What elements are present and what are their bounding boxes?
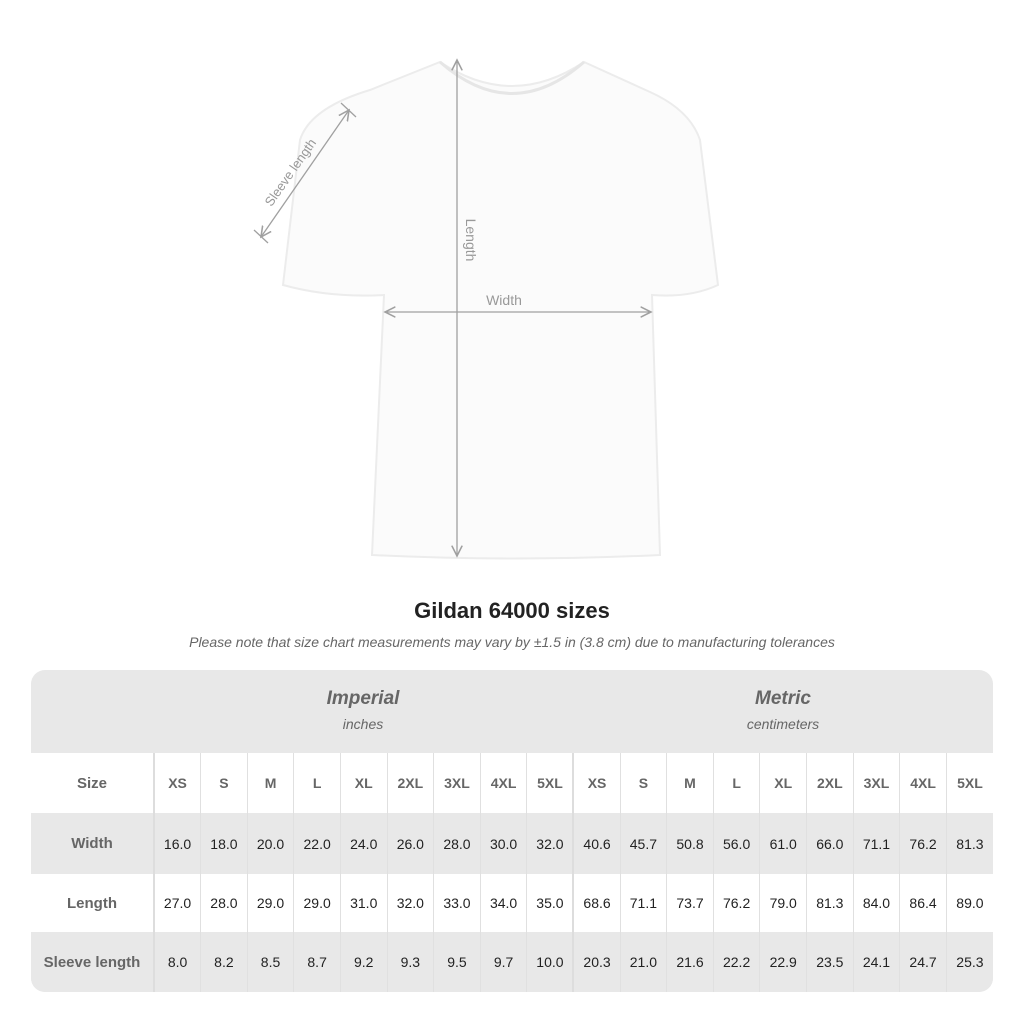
imperial-value: 27.0	[153, 874, 201, 932]
imperial-size-L: L	[293, 753, 341, 813]
metric-value: 86.4	[899, 874, 947, 932]
metric-value: 71.1	[619, 874, 667, 932]
row-label: Length	[31, 874, 155, 932]
imperial-value: 20.0	[246, 813, 294, 874]
row-label: Sleeve length	[31, 932, 155, 992]
metric-size-L: L	[712, 753, 760, 813]
metric-value: 24.7	[899, 932, 947, 992]
metric-size-M: M	[666, 753, 714, 813]
metric-value: 71.1	[852, 813, 900, 874]
metric-size-5XL: 5XL	[945, 753, 993, 813]
metric-size-XL: XL	[759, 753, 807, 813]
metric-value: 66.0	[806, 813, 854, 874]
size-header: Size	[31, 753, 155, 813]
metric-value: 25.3	[945, 932, 993, 992]
imperial-value: 9.5	[433, 932, 481, 992]
imperial-value: 35.0	[526, 874, 574, 932]
imperial-value: 28.0	[433, 813, 481, 874]
metric-size-2XL: 2XL	[806, 753, 854, 813]
imperial-title: Imperial	[326, 688, 400, 709]
metric-value: 89.0	[945, 874, 993, 932]
metric-value: 68.6	[572, 874, 621, 932]
imperial-size-3XL: 3XL	[433, 753, 481, 813]
imperial-size-4XL: 4XL	[479, 753, 527, 813]
metric-value: 21.0	[619, 932, 667, 992]
metric-header: Metric centimeters	[573, 670, 993, 753]
imperial-value: 34.0	[479, 874, 527, 932]
sleeve-arrow	[261, 110, 349, 237]
metric-value: 73.7	[666, 874, 714, 932]
imperial-value: 31.0	[339, 874, 388, 932]
imperial-value: 10.0	[526, 932, 574, 992]
imperial-size-XS: XS	[153, 753, 201, 813]
imperial-size-M: M	[246, 753, 294, 813]
imperial-value: 24.0	[339, 813, 388, 874]
metric-value: 81.3	[806, 874, 854, 932]
imperial-size-2XL: 2XL	[386, 753, 434, 813]
imperial-value: 30.0	[479, 813, 527, 874]
imperial-size-S: S	[200, 753, 248, 813]
metric-value: 76.2	[712, 874, 760, 932]
metric-size-S: S	[619, 753, 667, 813]
table-row: Width 16.0 18.0 20.0 22.0 24.0 26.0 28.0 30.0 32.…	[31, 813, 993, 874]
page-title: Gildan 64000 sizes	[414, 598, 610, 623]
imperial-value: 16.0	[153, 813, 201, 874]
imperial-value: 18.0	[200, 813, 248, 874]
tshirt-diagram: Length Width Sleeve length	[253, 0, 720, 560]
metric-value: 45.7	[619, 813, 667, 874]
imperial-value: 22.0	[293, 813, 341, 874]
imperial-value: 9.2	[339, 932, 388, 992]
length-label: Length	[463, 219, 479, 262]
width-label: Width	[486, 292, 522, 308]
metric-value: 40.6	[572, 813, 621, 874]
size-grid: Size XS S M L XL 2XL 3XL 4XL 5XL XS S M L XL 2XL 3XL 4XL 5…	[31, 753, 993, 992]
table-row: Sleeve length 8.0 8.2 8.5 8.7 9.2 9.3 9.5 9.7 10.…	[31, 932, 993, 992]
imperial-value: 8.2	[200, 932, 248, 992]
row-label: Width	[31, 813, 155, 874]
tolerance-note: Please note that size chart measurements…	[189, 634, 835, 650]
imperial-header: Imperial inches	[153, 670, 573, 753]
imperial-value: 8.5	[246, 932, 294, 992]
metric-value: 20.3	[572, 932, 621, 992]
imperial-value: 29.0	[293, 874, 341, 932]
tshirt-shape	[281, 60, 720, 560]
imperial-value: 8.7	[293, 932, 341, 992]
imperial-value: 33.0	[433, 874, 481, 932]
table-row: Length 27.0 28.0 29.0 29.0 31.0 32.0 33.0 34.0 35…	[31, 874, 993, 932]
metric-value: 24.1	[852, 932, 900, 992]
imperial-size-XL: XL	[339, 753, 388, 813]
metric-value: 79.0	[759, 874, 807, 932]
metric-value: 84.0	[852, 874, 900, 932]
imperial-value: 8.0	[153, 932, 201, 992]
metric-value: 22.9	[759, 932, 807, 992]
imperial-value: 32.0	[386, 874, 434, 932]
metric-value: 23.5	[806, 932, 854, 992]
metric-value: 81.3	[945, 813, 993, 874]
size-table: Imperial inches Metric centimeters Size X…	[31, 670, 993, 992]
metric-size-4XL: 4XL	[899, 753, 947, 813]
metric-value: 50.8	[666, 813, 714, 874]
imperial-value: 26.0	[386, 813, 434, 874]
metric-size-XS: XS	[572, 753, 621, 813]
metric-value: 56.0	[712, 813, 760, 874]
imperial-size-5XL: 5XL	[526, 753, 574, 813]
metric-value: 22.2	[712, 932, 760, 992]
imperial-value: 29.0	[246, 874, 294, 932]
metric-value: 21.6	[666, 932, 714, 992]
metric-value: 76.2	[899, 813, 947, 874]
imperial-unit: inches	[342, 716, 384, 732]
imperial-value: 28.0	[200, 874, 248, 932]
imperial-value: 9.3	[386, 932, 434, 992]
imperial-value: 9.7	[479, 932, 527, 992]
metric-size-3XL: 3XL	[852, 753, 900, 813]
size-row: Size XS S M L XL 2XL 3XL 4XL 5XL XS S M L XL 2XL 3XL 4XL 5…	[31, 753, 993, 813]
metric-value: 61.0	[759, 813, 807, 874]
metric-title: Metric	[755, 688, 811, 709]
imperial-value: 32.0	[526, 813, 574, 874]
metric-unit: centimeters	[746, 716, 820, 732]
